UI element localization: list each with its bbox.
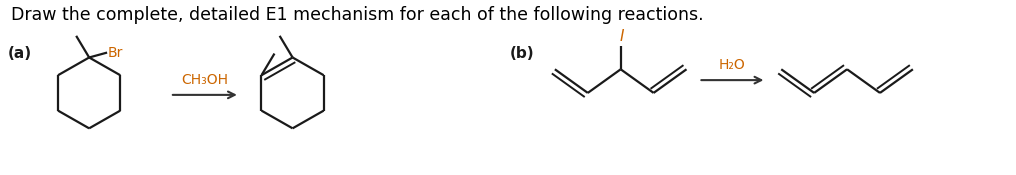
Text: CH₃OH: CH₃OH: [181, 73, 229, 87]
Text: (b): (b): [510, 46, 534, 61]
Text: (a): (a): [7, 46, 31, 61]
Text: I: I: [620, 29, 624, 44]
Text: Draw the complete, detailed E1 mechanism for each of the following reactions.: Draw the complete, detailed E1 mechanism…: [11, 6, 704, 24]
Text: Br: Br: [108, 46, 124, 60]
Text: H₂O: H₂O: [719, 58, 746, 72]
